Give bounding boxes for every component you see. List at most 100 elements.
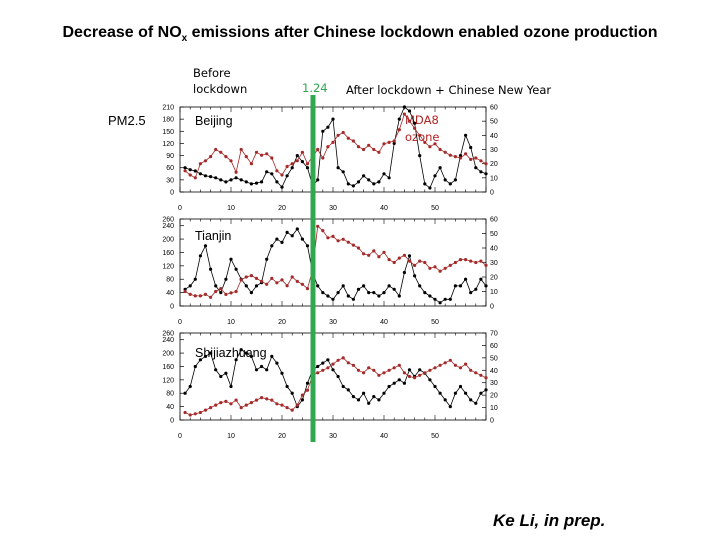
ozone-point [254,276,259,280]
pm25-point [346,182,350,186]
ozone-point [214,147,218,152]
pm25-point [280,185,284,189]
ozone-point [428,266,432,270]
ozone-point [234,289,238,294]
pm25-point [244,351,248,355]
ozone-point [326,366,330,370]
ozone-point [321,229,325,233]
pm25-point [260,180,264,184]
pm25-point [382,391,386,395]
ozone-point [193,294,197,298]
ozone-point [402,112,406,116]
right-tick-label: 60 [490,105,498,112]
pm25-point [413,274,417,278]
pm25-point [300,160,304,164]
ozone-point [188,292,192,296]
ozone-point [244,403,248,407]
pm25-point [203,244,208,248]
pm25-point [229,178,233,182]
left-tick-label: 260 [162,331,174,338]
ozone-point [484,376,488,380]
right-tick-label: 30 [490,380,498,387]
ozone-point [244,275,248,279]
ozone-point [438,147,442,152]
right-tick-label: 50 [490,355,498,362]
ozone-point [372,147,376,152]
ozone-point [336,239,340,243]
pm25-point [351,184,355,188]
pm25-point [219,374,223,379]
ozone-point [362,252,366,256]
pm25-point [474,401,478,405]
ozone-point [336,358,340,362]
pm25-point [367,401,371,405]
pm25-point [448,405,452,409]
left-tick-label: 40 [166,290,174,297]
ozone-point [290,162,294,166]
pm25-point [290,166,294,170]
right-tick-label: 10 [490,175,498,182]
ozone-point [336,133,340,137]
pm25-point [433,384,437,389]
pm25-point [336,291,340,295]
left-tick-label: 120 [162,377,174,384]
x-tick-label: 20 [278,319,286,326]
ozone-point [387,258,391,262]
pm25-point [392,381,396,385]
ozone-point [423,371,427,375]
ozone-point [443,150,447,154]
pm25-point [331,368,335,372]
pm25-point [443,398,447,402]
pm25-point [372,182,376,186]
ozone-point [387,140,391,144]
x-tick-label: 30 [329,205,337,212]
pm25-point [219,291,223,295]
pm25-point [254,181,259,185]
ozone-point [362,147,366,152]
ozone-point [372,368,376,372]
right-tick-label: 10 [490,405,498,412]
pm25-point [295,154,299,158]
pm25-point [336,166,340,170]
left-tick-label: 60 [166,165,174,172]
pm25-point [321,361,325,365]
right-tick-label: 40 [490,246,498,253]
pm25-point [402,381,406,385]
pm25-point [326,294,330,298]
pm25-point [265,368,269,372]
pm25-point [219,178,223,182]
ozone-point [249,162,253,166]
pm25-point [469,145,473,150]
pm25-label: PM2.5 [108,113,146,128]
ozone-point [372,249,376,253]
pm25-point [193,277,197,281]
pm25-point [260,364,264,369]
ozone-point [356,145,361,149]
ozone-point [443,266,447,270]
ozone-point [428,145,432,149]
x-tick-label: 20 [278,205,286,212]
ozone-point [423,140,427,144]
ozone-point [260,279,264,283]
pm25-point [316,364,320,369]
pm25-point [402,270,406,275]
pm25-point [362,391,366,395]
ozone-point [377,150,381,154]
ozone-point [356,246,361,250]
pm25-point [209,351,213,355]
left-tick-label: 240 [162,337,174,344]
ozone-point [479,373,483,377]
after-lockdown-label: After lockdown + Chinese New Year [346,83,552,97]
pm25-point [392,141,396,145]
pm25-point [382,291,386,295]
ozone-point [469,259,473,263]
ozone-point [433,142,437,146]
ozone-point [346,240,350,244]
left-tick-label: 180 [162,117,174,124]
pm25-point [372,291,376,295]
ozone-point [198,162,202,166]
pm25-point [244,284,248,288]
pm25-point [188,384,192,389]
ozone-point [474,371,478,375]
